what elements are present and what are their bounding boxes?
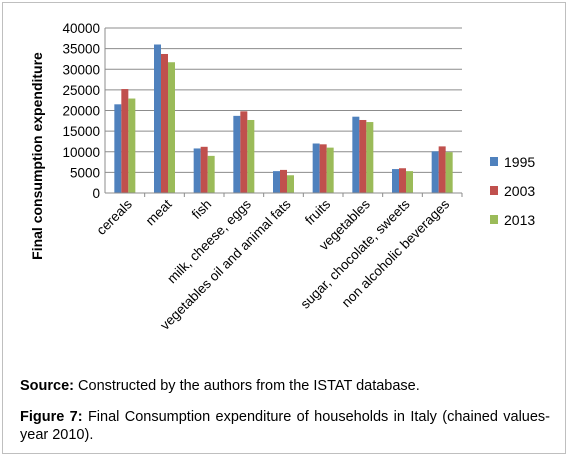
legend-swatch-2003 (490, 186, 498, 195)
y-tick-label: 25000 (62, 83, 100, 98)
bar-2013-7 (406, 171, 413, 193)
source-text: Constructed by the authors from the ISTA… (74, 378, 420, 394)
legend-swatch-2013 (490, 215, 498, 224)
y-tick-label: 35000 (62, 42, 100, 57)
bar-1995-6 (352, 116, 360, 193)
figure-caption: Figure 7: Final Consumption expenditure … (20, 408, 550, 444)
bar-2003-7 (399, 168, 406, 193)
bar-chart: 0 5000 10000 15000 20000 25000 30000 35000 40000… (29, 21, 535, 333)
y-tick-label: 5000 (70, 165, 100, 180)
bar-2013-0 (128, 98, 136, 193)
source-caption: Source: Constructed by the authors from … (20, 377, 550, 395)
bar-2013-8 (445, 152, 453, 193)
x-tick-label: cereals (94, 196, 136, 238)
bar-1995-4 (273, 171, 280, 193)
bar-2003-8 (438, 146, 446, 193)
y-tick-label: 15000 (62, 124, 100, 139)
bar-1995-2 (193, 148, 201, 193)
figure-text: Final Consumption expenditure of househo… (20, 409, 551, 443)
x-tick-label: fruits (302, 196, 333, 227)
legend-swatch-1995 (490, 157, 498, 166)
bar-2013-3 (247, 119, 255, 193)
bar-1995-3 (233, 115, 241, 193)
figure-label: Figure 7: (20, 409, 83, 425)
y-tick-label: 20000 (62, 104, 100, 119)
bar-1995-0 (114, 104, 122, 193)
bar-1995-8 (431, 151, 439, 193)
legend-label-2003: 2003 (504, 183, 535, 199)
bar-1995-1 (154, 44, 161, 193)
bar-1995-5 (312, 143, 320, 193)
bar-2013-5 (326, 147, 334, 193)
x-tick-label: meat (143, 196, 175, 228)
x-tick-label: fish (189, 197, 214, 222)
bar-2003-0 (121, 89, 129, 193)
bar-2003-5 (319, 144, 327, 193)
y-tick-label: 30000 (62, 62, 100, 77)
bar-2013-6 (366, 122, 374, 193)
bar-2003-3 (240, 111, 248, 193)
y-tick-label: 0 (92, 186, 100, 201)
bar-2003-6 (359, 119, 367, 193)
y-axis-label: Final consumption expenditure (29, 52, 45, 260)
chart-area: 0 5000 10000 15000 20000 25000 30000 35000 40000… (14, 8, 556, 368)
legend-label-1995: 1995 (504, 154, 535, 170)
source-label: Source: (20, 378, 74, 394)
bar-2013-4 (287, 175, 294, 193)
bar-2013-2 (207, 155, 215, 193)
bar-2003-4 (280, 169, 287, 193)
bar-2003-2 (200, 146, 208, 193)
y-tick-label: 40000 (62, 21, 100, 36)
y-tick-label: 10000 (62, 145, 100, 160)
legend-label-2013: 2013 (504, 212, 535, 228)
bar-1995-7 (392, 169, 399, 193)
figure-frame (2, 2, 566, 454)
bar-2013-1 (168, 62, 175, 193)
bar-2003-1 (161, 53, 168, 193)
